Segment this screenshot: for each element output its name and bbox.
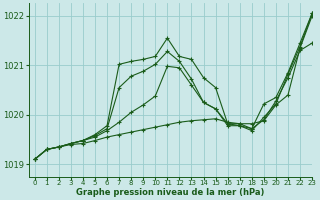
X-axis label: Graphe pression niveau de la mer (hPa): Graphe pression niveau de la mer (hPa) (76, 188, 265, 197)
